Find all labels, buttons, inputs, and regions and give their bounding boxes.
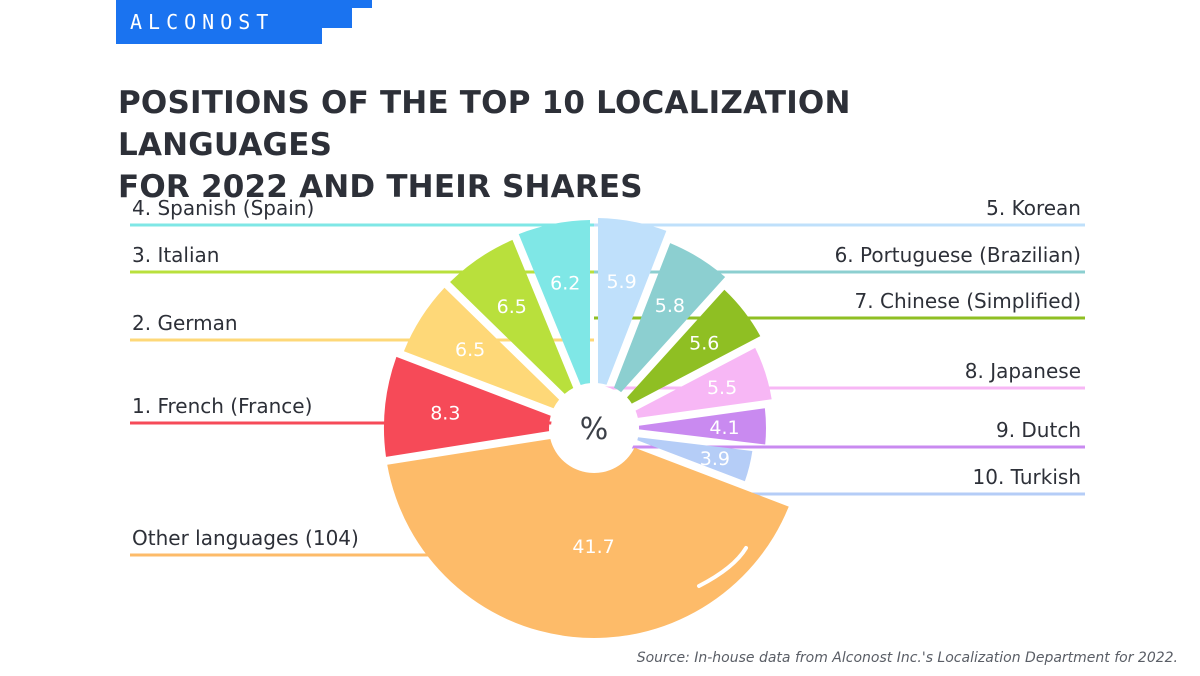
pie-slice [403, 287, 560, 409]
category-label: 3. Italian [132, 243, 219, 267]
category-label: 9. Dutch [996, 418, 1081, 442]
value-label: 5.8 [655, 295, 685, 317]
category-label: 8. Japanese [965, 359, 1081, 383]
center-label: % [580, 412, 609, 447]
value-label: 5.9 [606, 271, 636, 293]
category-label: Other languages (104) [132, 526, 359, 550]
value-label: 8.3 [430, 403, 460, 425]
source-note: Source: In-house data from Alconost Inc.… [636, 650, 1178, 666]
pie-slice [613, 243, 726, 393]
center-hole [551, 385, 637, 471]
alconost-logo: ALCONOST [116, 0, 372, 44]
category-labels: 5. Korean 6. Portuguese (Brazilian) 7. Chi… [132, 196, 1081, 550]
pie-slice [384, 356, 551, 457]
pie-slice [387, 438, 789, 639]
category-label: 6. Portuguese (Brazilian) [835, 243, 1081, 267]
value-label: 6.5 [497, 296, 527, 318]
pie-slice [518, 220, 591, 386]
pie-slice [637, 437, 753, 482]
category-label: 10. Turkish [973, 465, 1081, 489]
pie-slice [627, 289, 761, 404]
value-label: 6.2 [550, 272, 580, 294]
value-label: 41.7 [572, 536, 614, 558]
pie-slice [450, 239, 574, 394]
value-labels: 5.9 5.85.6 5.5 4.1 3.9 41.7 8.3 6.5 6.5 6.2 [430, 271, 739, 558]
brand-name: ALCONOST [130, 10, 274, 34]
value-label: 3.9 [700, 448, 730, 470]
chart-title-line-2: FOR 2022 AND THEIR SHARES [118, 169, 643, 205]
category-label: 1. French (France) [132, 394, 312, 418]
category-label: 5. Korean [986, 196, 1081, 220]
pie-slice [597, 218, 667, 385]
category-label: 4. Spanish (Spain) [132, 196, 314, 220]
value-label: 5.5 [707, 377, 737, 399]
pie-slice [638, 408, 766, 445]
value-label: 6.5 [455, 339, 485, 361]
slice-highlight [697, 546, 748, 588]
category-label: 2. German [132, 311, 238, 335]
slices [384, 218, 789, 639]
value-label: 5.6 [689, 332, 719, 354]
value-label: 4.1 [709, 417, 739, 439]
chart-title-line-1: POSITIONS OF THE TOP 10 LOCALIZATION LAN… [118, 85, 851, 163]
category-label: 7. Chinese (Simplified) [855, 289, 1081, 313]
pie-slice [635, 347, 772, 418]
chart-title: POSITIONS OF THE TOP 10 LOCALIZATION LAN… [118, 82, 1038, 208]
